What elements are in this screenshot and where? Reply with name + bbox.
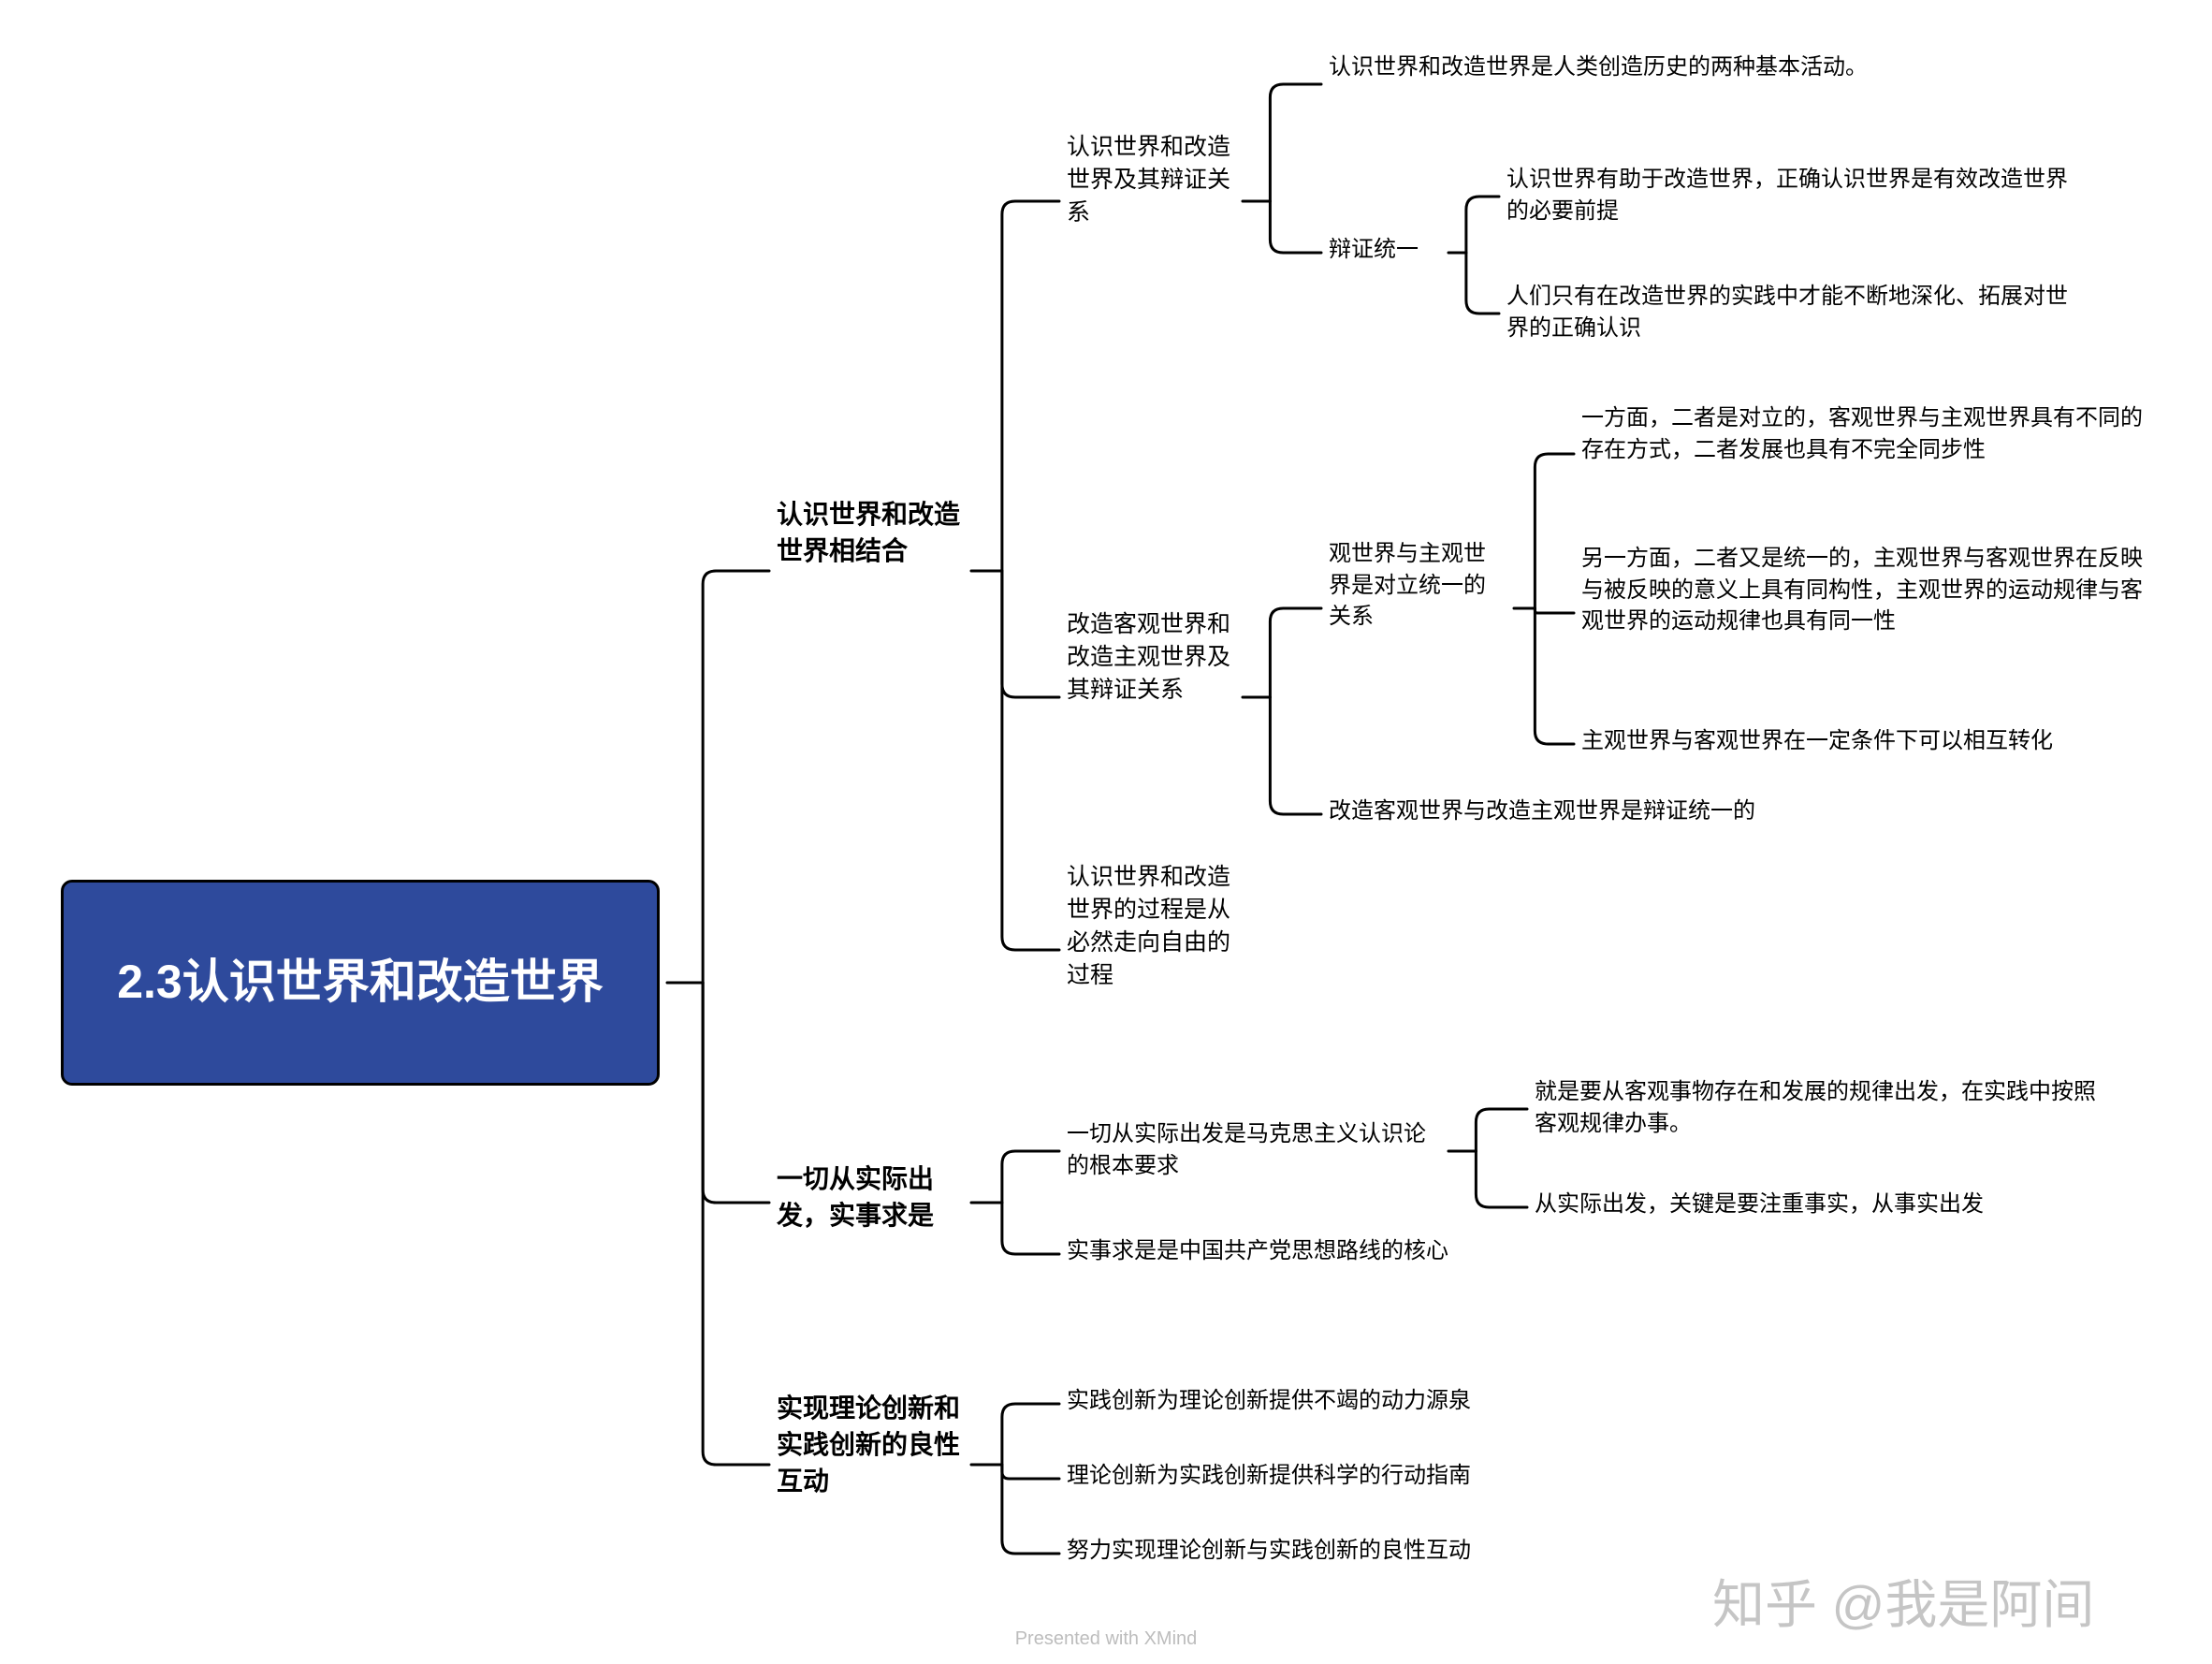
footer-text: Presented with XMind bbox=[1015, 1628, 1198, 1649]
mindmap-node-b2c2: 实事求是是中国共产党思想路线的核心 bbox=[1067, 1235, 1535, 1273]
mindmap-node-b1: 认识世界和改造世界相结合 bbox=[777, 496, 964, 646]
mindmap-node-b3c1: 实践创新为理论创新提供不竭的动力源泉 bbox=[1067, 1385, 1553, 1423]
mindmap-node-b1c2a3: 主观世界与客观世界在一定条件下可以相互转化 bbox=[1581, 725, 2143, 763]
mindmap-node-b1c1: 认识世界和改造世界及其辩证关系 bbox=[1067, 131, 1235, 271]
mindmap-node-b2c1: 一切从实际出发是马克思主义认识论的根本要求 bbox=[1067, 1118, 1441, 1184]
mindmap-node-b1c1b: 辩证统一 bbox=[1329, 234, 1441, 271]
mindmap-node-b3: 实现理论创新和实践创新的良性互动 bbox=[777, 1390, 964, 1540]
mindmap-node-b1c2a1: 一方面，二者是对立的，客观世界与主观世界具有不同的存在方式，二者发展也具有不完全… bbox=[1581, 402, 2143, 505]
mindmap-node-b2: 一切从实际出发，实事求是 bbox=[777, 1160, 964, 1245]
mindmap-node-b1c1a: 认识世界和改造世界是人类创造历史的两种基本活动。 bbox=[1329, 51, 1881, 117]
watermark: 知乎 @我是阿间 bbox=[1712, 1563, 2094, 1639]
mindmap-node-b2c1b: 从实际出发，关键是要注重事实，从事实出发 bbox=[1535, 1189, 2096, 1226]
mindmap-node-b1c3: 认识世界和改造世界的过程是从必然走向自由的过程 bbox=[1067, 861, 1235, 1039]
mindmap-node-b3c2: 理论创新为实践创新提供科学的行动指南 bbox=[1067, 1460, 1553, 1497]
mindmap-node-b1c2: 改造客观世界和改造主观世界及其辩证关系 bbox=[1067, 608, 1235, 786]
mindmap-node-root: 2.3认识世界和改造世界 bbox=[61, 880, 660, 1086]
mindmap-node-b1c2b: 改造客观世界与改造主观世界是辩证统一的 bbox=[1329, 796, 1834, 833]
mindmap-node-b1c1b1: 认识世界有助于改造世界，正确认识世界是有效改造世界的必要前提 bbox=[1506, 164, 2087, 229]
mindmap-node-b3c3: 努力实现理论创新与实践创新的良性互动 bbox=[1067, 1535, 1553, 1572]
watermark-text: 知乎 @我是阿间 bbox=[1712, 1575, 2094, 1634]
mindmap-node-b1c2a2: 另一方面，二者又是统一的，主观世界与客观世界在反映与被反映的意义上具有同构性，主… bbox=[1581, 543, 2143, 683]
mindmap-node-b1c2a: 观世界与主观世界是对立统一的关系 bbox=[1329, 538, 1506, 679]
mindmap-node-b1c1b2: 人们只有在改造世界的实践中才能不断地深化、拓展对世界的正确认识 bbox=[1506, 281, 2087, 346]
mindmap-node-b2c1a: 就是要从客观事物存在和发展的规律出发，在实践中按照客观规律办事。 bbox=[1535, 1076, 2096, 1142]
